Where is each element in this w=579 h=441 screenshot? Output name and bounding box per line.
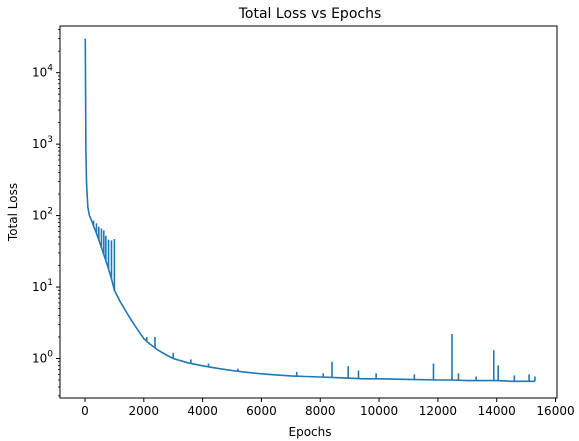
y-tick-label: 104 [32,64,53,80]
x-tick-label: 6000 [246,404,277,418]
plot-area [84,38,536,383]
loss-series-line [84,38,535,383]
y-tick-label: 102 [32,207,53,223]
chart-title: Total Loss vs Epochs [238,6,382,22]
x-tick-label: 10000 [360,404,398,418]
axes-frame [59,25,558,399]
x-tick-label: 14000 [478,404,516,418]
x-axis: 0 2000 4000 6000 8000 10000 12000 14000 16000 [81,398,575,418]
y-tick-label: 103 [32,135,53,151]
y-tick-label: 100 [32,349,53,365]
y-axis-label: Total Loss [6,183,20,242]
x-tick-label: 8000 [305,404,336,418]
x-tick-label: 2000 [129,404,160,418]
x-tick-label: 0 [81,404,89,418]
x-tick-label: 4000 [187,404,218,418]
x-tick-label: 16000 [536,404,574,418]
x-tick-label: 12000 [419,404,457,418]
y-axis: 100 101 102 103 104 [32,29,60,397]
y-tick-label: 101 [32,278,53,294]
x-axis-label: Epochs [289,425,332,439]
